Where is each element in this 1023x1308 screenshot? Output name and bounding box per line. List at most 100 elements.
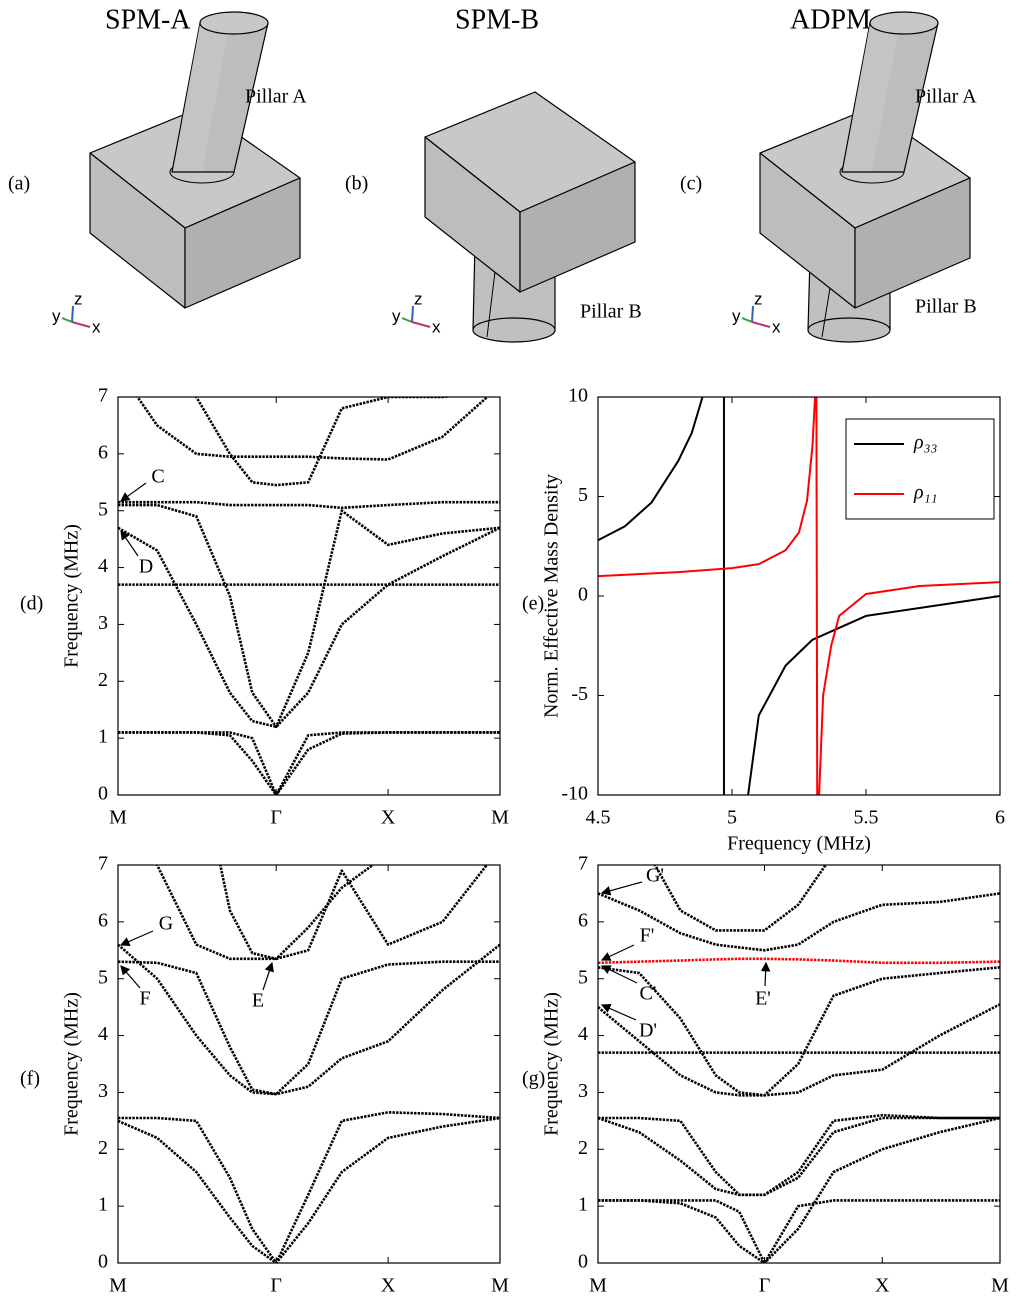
x-tick-label: M	[589, 1275, 607, 1297]
annotation: Pillar B	[915, 296, 977, 318]
annotation: E	[252, 990, 264, 1012]
panel-label: (b)	[345, 173, 368, 195]
legend-label: ρ₃₃	[913, 432, 938, 454]
y-tick-label: 5	[98, 498, 108, 520]
axis-triad: x y z	[52, 289, 101, 336]
x-tick-label: X	[875, 1275, 890, 1297]
annotation: F'	[640, 925, 655, 947]
y-tick-label: 6	[578, 909, 588, 931]
annotation: Pillar A	[915, 86, 977, 108]
model-a: SPM-A (a) Pillar A	[8, 4, 307, 308]
axis-letter: x	[432, 317, 441, 336]
series-line	[118, 369, 500, 460]
annotation: F	[139, 988, 150, 1010]
annotation-arrow	[602, 1005, 636, 1020]
series-line	[118, 502, 500, 508]
axis-letter: z	[414, 289, 423, 308]
annotation-arrow	[121, 483, 146, 501]
y-tick-label: 4	[98, 1023, 108, 1045]
y-tick-label: 10	[568, 385, 588, 407]
axis-triad: x y z	[392, 289, 441, 336]
panel-label: (d)	[20, 593, 43, 615]
y-tick-label: 5	[578, 484, 588, 506]
panel-label: (a)	[8, 173, 30, 195]
annotation: E'	[755, 988, 771, 1010]
axis-letter: y	[52, 306, 61, 325]
series-line	[118, 528, 500, 727]
legend-label: ρ₁₁	[913, 482, 938, 504]
model-b: SPM-B (b) Pillar B	[345, 4, 642, 342]
y-tick-label: 2	[98, 669, 108, 691]
y-tick-label: 0	[578, 1251, 588, 1273]
annotation: D'	[639, 1020, 657, 1042]
x-tick-label: M	[991, 1275, 1009, 1297]
y-tick-label: 7	[98, 385, 108, 407]
annotation: C'	[640, 983, 657, 1005]
axis-letter: x	[92, 317, 101, 336]
axis-letter: z	[754, 289, 763, 308]
x-tick-label: Γ	[270, 807, 282, 829]
series-line	[118, 732, 500, 795]
panel-title: SPM-A	[105, 4, 191, 35]
x-tick-label: M	[491, 1275, 509, 1297]
plot-area	[118, 283, 500, 795]
y-tick-label: 0	[98, 783, 108, 805]
series-line	[118, 283, 500, 485]
annotation-arrow	[602, 882, 642, 893]
y-tick-label: 3	[578, 1080, 588, 1102]
x-axis-label: Frequency (MHz)	[727, 833, 871, 855]
y-tick-label: 1	[98, 1194, 108, 1216]
annotation: Pillar A	[245, 86, 307, 108]
annotation-arrow	[121, 531, 138, 556]
y-tick-label: 2	[578, 1137, 588, 1159]
panel-title: ADPM	[790, 4, 871, 35]
y-tick-label: -10	[561, 783, 588, 805]
y-tick-label: 3	[98, 612, 108, 634]
x-tick-label: Γ	[759, 1275, 771, 1297]
series-line	[118, 732, 500, 795]
axis-letter: y	[392, 306, 401, 325]
y-tick-label: 6	[98, 441, 108, 463]
axis-letter: x	[772, 317, 781, 336]
plot-area	[118, 751, 500, 1263]
x-tick-label: M	[109, 807, 127, 829]
y-tick-label: 7	[98, 853, 108, 875]
model-c: ADPM (c) Pillar A Pillar B	[680, 4, 977, 342]
axis-triad: x y z	[732, 289, 781, 336]
y-tick-label: 5	[578, 966, 588, 988]
figure: SPM-A (a) Pillar A SPM-B (b) Pillar B AD…	[0, 0, 1023, 1308]
panel-title: SPM-B	[455, 4, 539, 35]
y-tick-label: 1	[98, 726, 108, 748]
y-tick-label: 2	[98, 1137, 108, 1159]
series-line	[118, 505, 500, 727]
x-tick-label: 5	[727, 807, 737, 829]
y-tick-label: 4	[98, 555, 108, 577]
series-line	[598, 959, 1000, 963]
x-tick-label: 6	[995, 807, 1005, 829]
panel-label: (f)	[20, 1068, 40, 1090]
axis-letter: z	[74, 289, 83, 308]
series-line	[598, 1004, 1000, 1095]
y-axis-label: Frequency (MHz)	[61, 992, 83, 1136]
y-tick-label: 6	[98, 909, 108, 931]
annotation-arrow	[121, 931, 153, 945]
annotation: G	[159, 913, 173, 935]
x-tick-label: M	[109, 1275, 127, 1297]
y-tick-label: 5	[98, 966, 108, 988]
annotation-arrow	[602, 945, 634, 960]
series-line	[598, 1200, 1000, 1263]
annotation-arrow	[121, 966, 140, 988]
axis-letter: y	[732, 306, 741, 325]
y-tick-label: 0	[578, 584, 588, 606]
annotation: C	[151, 466, 164, 488]
x-tick-label: M	[491, 807, 509, 829]
plot-area	[598, 751, 1000, 1263]
x-tick-label: Γ	[270, 1275, 282, 1297]
y-tick-label: 1	[578, 1194, 588, 1216]
series-line	[598, 1118, 1000, 1195]
annotation-arrow	[602, 966, 637, 983]
annotation-arrow	[765, 963, 766, 986]
annotation: G'	[646, 865, 664, 887]
series-line	[196, 751, 388, 959]
